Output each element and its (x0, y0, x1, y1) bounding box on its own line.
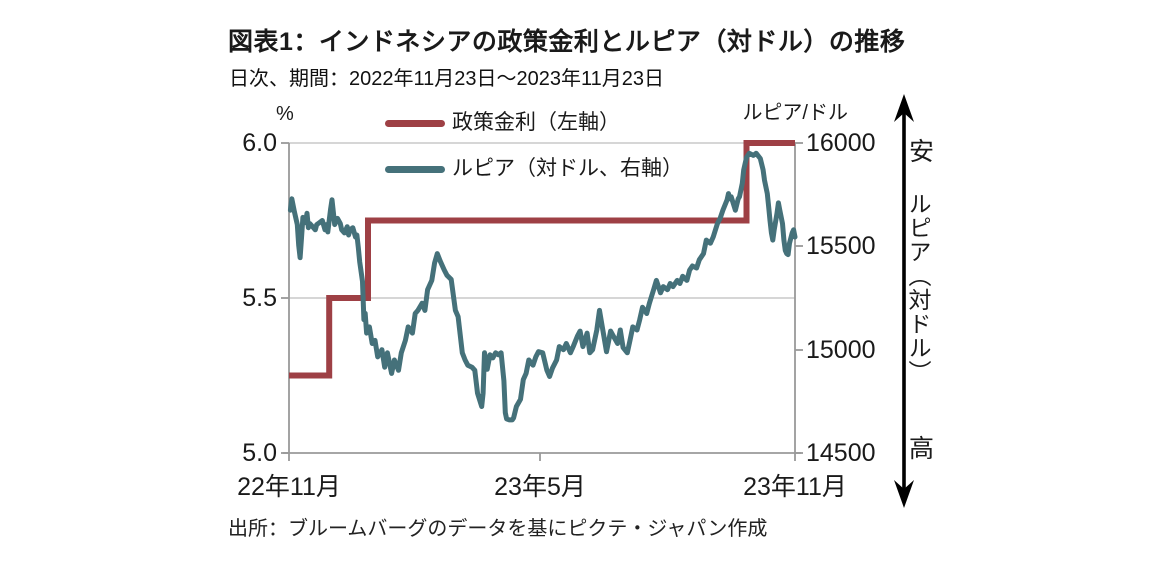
right-axis-unit-label: ルピア/ドル (742, 102, 848, 124)
rupiah-weak-label: 安 (909, 138, 935, 166)
rupiah-axis-vertical-label: ルピア（対ドル） (905, 192, 931, 384)
source-note: 出所：ブルームバーグのデータを基にピクテ・ジャパン作成 (228, 518, 768, 540)
x-tick-label-nov22: 22年11月 (237, 473, 341, 501)
chart-title: 図表1：インドネシアの政策金利とルピア（対ドル）の推移 (228, 28, 906, 56)
legend-item-rupiah: ルピア（対ドル、右軸） (385, 156, 683, 182)
left-axis-unit-label: % (276, 103, 294, 125)
right-tick-label-14500: 14500 (806, 439, 876, 467)
left-tick-label-6.0: 6.0 (242, 129, 277, 157)
legend-label-policy-rate: 政策金利（左軸） (452, 111, 620, 134)
arrowhead-up-icon (894, 94, 914, 122)
right-tick-label-15000: 15000 (806, 336, 876, 364)
legend-label-rupiah: ルピア（対ドル、右軸） (452, 157, 683, 180)
legend-swatch-policy-rate (385, 119, 445, 127)
series-layer (287, 140, 798, 423)
rupiah-line (287, 150, 798, 423)
chart-subtitle: 日次、期間：2022年11月23日～2023年11月23日 (229, 68, 664, 90)
arrowhead-down-icon (894, 480, 914, 508)
right-tick-label-16000: 16000 (806, 129, 876, 157)
left-tick-label-5.5: 5.5 (242, 284, 277, 312)
x-tick-label-nov23: 23年11月 (743, 473, 847, 501)
rupiah-direction-arrow (894, 94, 914, 508)
x-tick-label-may23: 23年5月 (494, 473, 586, 501)
rupiah-strong-label: 高 (909, 435, 935, 463)
legend-swatch-rupiah (385, 165, 445, 173)
right-tick-label-15500: 15500 (806, 232, 876, 260)
left-tick-label-5.0: 5.0 (242, 439, 277, 467)
legend-item-policy-rate: 政策金利（左軸） (385, 110, 620, 136)
